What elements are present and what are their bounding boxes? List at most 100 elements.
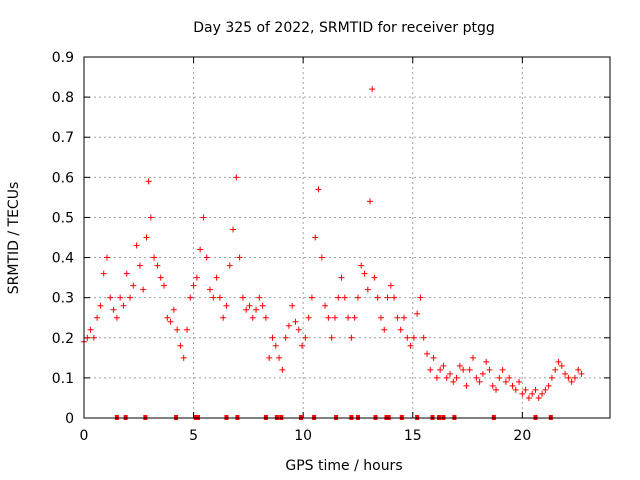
data-point xyxy=(302,334,309,341)
data-point xyxy=(456,362,463,369)
data-point xyxy=(516,378,523,385)
data-point xyxy=(522,386,529,393)
data-point xyxy=(364,286,371,293)
data-point xyxy=(354,294,361,301)
data-point xyxy=(107,294,114,301)
data-point xyxy=(210,294,217,301)
data-point xyxy=(90,334,97,341)
data-point xyxy=(437,366,444,373)
data-point xyxy=(384,294,391,301)
data-point xyxy=(226,262,233,269)
data-point xyxy=(276,354,283,361)
data-point xyxy=(519,390,526,397)
data-point xyxy=(262,314,269,321)
data-point xyxy=(555,358,562,365)
data-point xyxy=(493,386,500,393)
data-point xyxy=(308,294,315,301)
data-point xyxy=(470,354,477,361)
data-point xyxy=(351,314,358,321)
data-point xyxy=(220,314,227,321)
y-tick-label: 0.3 xyxy=(52,291,74,307)
data-point xyxy=(140,286,147,293)
data-point xyxy=(367,198,374,205)
x-tick-label: 20 xyxy=(513,428,531,444)
data-point xyxy=(243,306,250,313)
data-point xyxy=(259,302,266,309)
data-point xyxy=(187,294,194,301)
data-point xyxy=(558,362,565,369)
data-point xyxy=(87,326,94,333)
data-point xyxy=(272,342,279,349)
data-point xyxy=(463,382,470,389)
data-point xyxy=(460,366,467,373)
y-tick-label: 0.7 xyxy=(52,130,74,146)
data-point xyxy=(371,274,378,281)
x-tick-label: 0 xyxy=(80,428,89,444)
data-point xyxy=(197,246,204,253)
data-point xyxy=(447,370,454,377)
y-tick-label: 0.8 xyxy=(52,90,74,106)
data-point xyxy=(279,366,286,373)
data-point xyxy=(94,314,101,321)
data-point xyxy=(328,334,335,341)
data-point xyxy=(117,294,124,301)
data-point xyxy=(203,254,210,261)
data-point xyxy=(369,86,376,93)
data-point xyxy=(532,386,539,393)
data-point xyxy=(335,294,342,301)
data-point xyxy=(174,326,181,333)
data-point xyxy=(127,294,134,301)
data-point xyxy=(289,302,296,309)
data-point xyxy=(400,314,407,321)
data-point xyxy=(249,314,256,321)
data-point xyxy=(529,390,536,397)
data-point xyxy=(145,178,152,185)
data-point xyxy=(548,374,555,381)
data-point xyxy=(164,314,171,321)
data-point xyxy=(213,274,220,281)
data-point xyxy=(381,326,388,333)
data-point xyxy=(394,314,401,321)
data-point xyxy=(207,286,214,293)
data-point xyxy=(295,326,302,333)
data-point xyxy=(506,374,513,381)
y-tick-label: 0.6 xyxy=(52,170,74,186)
data-point xyxy=(322,302,329,309)
data-point xyxy=(97,302,104,309)
plot-frame xyxy=(83,56,611,419)
data-point xyxy=(427,366,434,373)
data-point xyxy=(246,302,253,309)
data-point xyxy=(552,366,559,373)
grid xyxy=(84,57,610,418)
data-point xyxy=(177,342,184,349)
y-tick-label: 0.9 xyxy=(52,50,74,66)
data-point xyxy=(391,294,398,301)
data-point xyxy=(407,342,414,349)
data-point xyxy=(170,306,177,313)
data-point xyxy=(190,282,197,289)
data-point xyxy=(318,254,325,261)
data-point xyxy=(331,314,338,321)
data-point xyxy=(417,294,424,301)
data-point xyxy=(236,254,243,261)
data-point xyxy=(539,390,546,397)
data-point xyxy=(466,366,473,373)
data-point xyxy=(151,254,158,261)
data-point xyxy=(377,314,384,321)
data-point xyxy=(233,174,240,181)
data-point xyxy=(512,386,519,393)
data-point xyxy=(476,378,483,385)
data-point xyxy=(282,334,289,341)
data-point xyxy=(136,262,143,269)
data-point xyxy=(358,262,365,269)
data-point xyxy=(542,386,549,393)
data-point xyxy=(578,370,585,377)
data-point xyxy=(123,270,130,277)
x-tick-label: 5 xyxy=(189,428,198,444)
x-tick-label: 15 xyxy=(404,428,422,444)
data-point xyxy=(200,214,207,221)
data-point xyxy=(502,378,509,385)
data-point xyxy=(292,318,299,325)
data-point xyxy=(361,270,368,277)
